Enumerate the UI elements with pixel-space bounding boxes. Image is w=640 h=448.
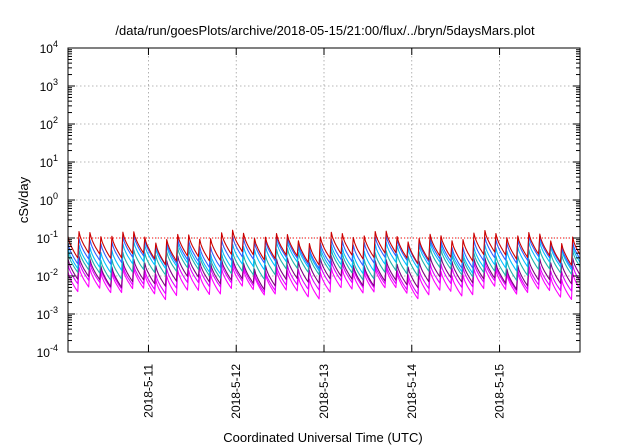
x-axis-label: Coordinated Universal Time (UTC) bbox=[223, 430, 422, 445]
x-tick-label: 2018-5-13 bbox=[317, 364, 331, 419]
series-line bbox=[67, 265, 581, 301]
series-group bbox=[67, 229, 581, 301]
y-tick-label: 102 bbox=[40, 115, 58, 132]
series-line bbox=[67, 240, 581, 275]
series-line bbox=[67, 229, 581, 266]
y-tick-labels: 10-4 10-3 10-2 10-1 100 101 102 103 104 bbox=[37, 39, 58, 360]
x-tick-label: 2018-5-15 bbox=[493, 364, 507, 419]
y-axis-label: cSv/day bbox=[16, 176, 31, 223]
y-tick-label: 10-1 bbox=[37, 229, 58, 246]
series-line bbox=[67, 260, 581, 295]
chart-title: /data/run/goesPlots/archive/2018-05-15/2… bbox=[115, 23, 535, 38]
y-tick-label: 104 bbox=[40, 39, 58, 56]
x-tick-label: 2018-5-11 bbox=[141, 364, 155, 418]
x-tick-labels: 2018-5-11 2018-5-12 2018-5-13 2018-5-14 2018… bbox=[141, 364, 506, 419]
y-tick-label: 101 bbox=[40, 153, 58, 170]
y-tick-label: 10-4 bbox=[37, 343, 58, 360]
y-tick-label: 10-3 bbox=[37, 305, 58, 322]
y-tick-label: 103 bbox=[40, 77, 58, 94]
axis-ticks bbox=[68, 47, 580, 353]
x-tick-label: 2018-5-12 bbox=[229, 364, 243, 419]
x-tick-label: 2018-5-14 bbox=[405, 364, 419, 419]
grid-lines bbox=[68, 48, 580, 352]
series-line bbox=[67, 247, 581, 281]
series-line bbox=[67, 234, 581, 270]
y-tick-label: 100 bbox=[40, 191, 58, 208]
series-line bbox=[67, 255, 581, 291]
y-tick-label: 10-2 bbox=[37, 267, 58, 284]
